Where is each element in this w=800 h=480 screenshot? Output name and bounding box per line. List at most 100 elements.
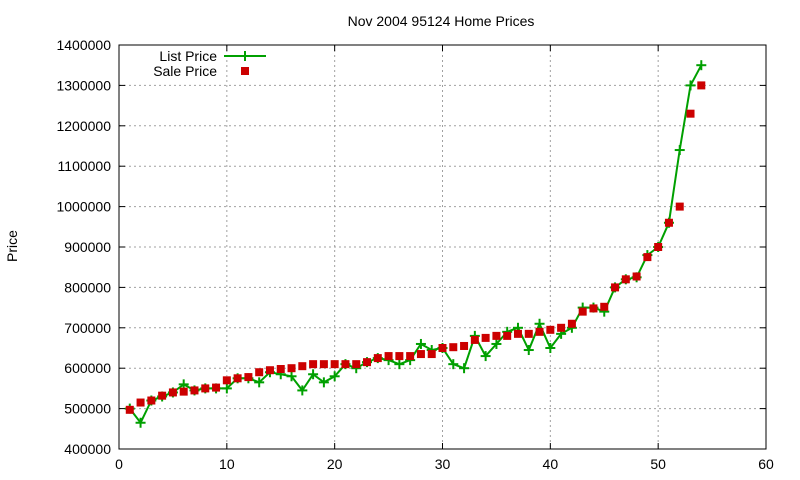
legend-marker-list-price xyxy=(240,51,250,61)
sale-price-point xyxy=(654,243,663,251)
sale-price-point xyxy=(190,386,199,395)
y-tick-label: 1200000 xyxy=(56,118,111,134)
list-price-point xyxy=(448,359,459,370)
sale-price-point xyxy=(222,376,231,385)
sale-price-point xyxy=(578,307,587,316)
sale-price-point xyxy=(287,364,296,373)
sale-price-point xyxy=(546,325,555,334)
sale-price-point xyxy=(621,275,630,284)
list-price-point xyxy=(308,369,319,380)
sale-price-point xyxy=(201,384,210,393)
y-tick-label: 600000 xyxy=(64,360,111,376)
sale-price-point xyxy=(600,302,609,311)
y-tick-label: 1300000 xyxy=(56,77,111,93)
list-price-line xyxy=(129,64,703,425)
sale-price-point xyxy=(675,202,684,211)
sale-price-point xyxy=(158,391,167,400)
list-price-point xyxy=(221,383,232,394)
sale-price-point xyxy=(265,366,274,375)
x-tick-label: 30 xyxy=(435,456,451,472)
list-price-point xyxy=(394,359,405,370)
y-axis-label: Price xyxy=(4,230,20,262)
x-tick-label: 20 xyxy=(327,456,343,472)
sale-price-point xyxy=(168,388,177,397)
y-tick-label: 800000 xyxy=(64,279,111,295)
sale-price-point xyxy=(147,396,156,405)
sale-price-point xyxy=(664,218,673,227)
sale-price-point xyxy=(535,327,544,336)
sale-price-point xyxy=(125,405,134,414)
axis-ticks: 400000 500000 600000 700000 800000 900000 1000… xyxy=(56,37,774,472)
sale-price-point xyxy=(406,352,415,361)
sale-price-point xyxy=(460,341,469,350)
legend-marker-sale-price xyxy=(241,67,249,75)
sale-price-point xyxy=(276,365,285,374)
sale-price-point xyxy=(298,362,307,371)
x-tick-label: 10 xyxy=(219,456,235,472)
sale-price-point xyxy=(330,360,339,369)
sale-price-point xyxy=(503,331,512,340)
series-list-price xyxy=(124,60,707,428)
x-tick-label: 40 xyxy=(543,456,559,472)
sale-price-point xyxy=(492,331,501,340)
list-price-point xyxy=(545,343,556,353)
sale-price-point xyxy=(179,387,188,396)
list-price-point xyxy=(491,338,502,349)
list-price-point xyxy=(685,80,696,91)
list-price-point xyxy=(254,377,265,388)
sale-price-point xyxy=(309,360,318,369)
sale-price-point xyxy=(567,319,576,328)
sale-price-point xyxy=(233,374,242,383)
x-tick-label: 50 xyxy=(650,456,666,472)
sale-price-point xyxy=(244,373,253,382)
y-tick-label: 500000 xyxy=(64,401,111,417)
sale-price-point xyxy=(686,109,695,118)
list-price-point xyxy=(318,377,329,388)
x-tick-label: 0 xyxy=(115,456,123,472)
sale-price-point xyxy=(352,360,361,369)
y-tick-label: 400000 xyxy=(64,441,111,457)
list-price-point xyxy=(135,417,146,428)
sale-price-point xyxy=(319,360,328,369)
y-tick-label: 1400000 xyxy=(56,37,111,53)
x-tick-label: 60 xyxy=(758,456,774,472)
sale-price-point xyxy=(524,329,533,338)
sale-price-point xyxy=(611,283,620,292)
sale-price-point xyxy=(470,335,479,344)
list-price-point xyxy=(534,318,545,329)
sale-price-point xyxy=(481,333,490,342)
list-price-point xyxy=(415,338,426,349)
list-price-point xyxy=(696,60,707,71)
sale-price-point xyxy=(557,323,566,332)
legend-label-list-price: List Price xyxy=(159,48,217,64)
list-price-point xyxy=(523,345,534,356)
sale-price-point xyxy=(589,304,598,313)
sale-price-point xyxy=(643,253,652,262)
sale-price-point xyxy=(449,343,458,352)
series-sale-price xyxy=(125,81,706,414)
sale-price-point xyxy=(373,354,382,363)
y-tick-label: 1100000 xyxy=(58,158,112,174)
chart-title: Nov 2004 95124 Home Prices xyxy=(348,13,535,29)
sale-price-point xyxy=(632,272,641,281)
legend: List Price Sale Price xyxy=(153,48,266,79)
sale-price-point xyxy=(427,350,436,359)
list-price-point xyxy=(459,363,470,374)
sale-price-point xyxy=(363,358,372,367)
sale-price-point xyxy=(212,383,221,392)
sale-price-point xyxy=(384,352,393,361)
sale-price-point xyxy=(438,344,447,352)
legend-label-sale-price: Sale Price xyxy=(153,63,217,79)
y-tick-label: 1000000 xyxy=(56,199,111,215)
sale-price-point xyxy=(697,81,706,90)
sale-price-point xyxy=(513,329,522,338)
y-tick-label: 700000 xyxy=(64,320,111,336)
series-layer xyxy=(124,60,707,428)
list-price-point xyxy=(480,351,491,362)
sale-price-point xyxy=(416,350,425,359)
list-price-point xyxy=(329,371,340,382)
y-tick-label: 900000 xyxy=(64,239,111,255)
list-price-point xyxy=(297,385,308,396)
sale-price-point xyxy=(395,352,404,361)
